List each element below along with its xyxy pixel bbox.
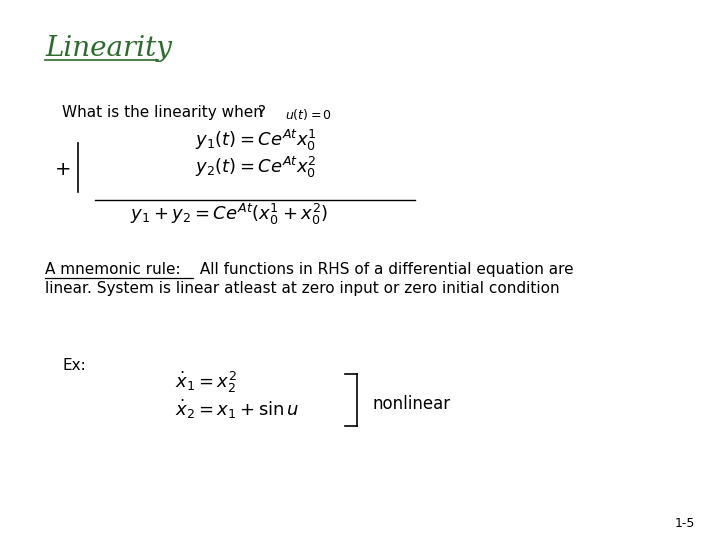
Text: $y_2(t) = Ce^{At}x_0^2$: $y_2(t) = Ce^{At}x_0^2$ [195, 155, 317, 180]
Text: All functions in RHS of a differential equation are: All functions in RHS of a differential e… [195, 262, 574, 277]
Text: ?: ? [258, 105, 266, 120]
Text: Ex:: Ex: [62, 358, 86, 373]
Text: Linearity: Linearity [45, 35, 172, 62]
Text: linear. System is linear atleast at zero input or zero initial condition: linear. System is linear atleast at zero… [45, 281, 559, 296]
Text: $y_1(t) = Ce^{At}x_0^1$: $y_1(t) = Ce^{At}x_0^1$ [195, 128, 317, 153]
Text: $u(t)=0$: $u(t)=0$ [285, 107, 332, 122]
Text: $\dot{x}_1 = x_2^2$: $\dot{x}_1 = x_2^2$ [175, 370, 237, 395]
Text: $\dot{x}_2 = x_1 + \sin u$: $\dot{x}_2 = x_1 + \sin u$ [175, 398, 300, 421]
Text: 1-5: 1-5 [675, 517, 695, 530]
Text: +: + [55, 160, 71, 179]
Text: $y_1 + y_2 = Ce^{At}(x_0^1 + x_0^2)$: $y_1 + y_2 = Ce^{At}(x_0^1 + x_0^2)$ [130, 202, 328, 227]
Text: What is the linearity when: What is the linearity when [62, 105, 263, 120]
Text: nonlinear: nonlinear [372, 395, 450, 413]
Text: A mnemonic rule:: A mnemonic rule: [45, 262, 181, 277]
